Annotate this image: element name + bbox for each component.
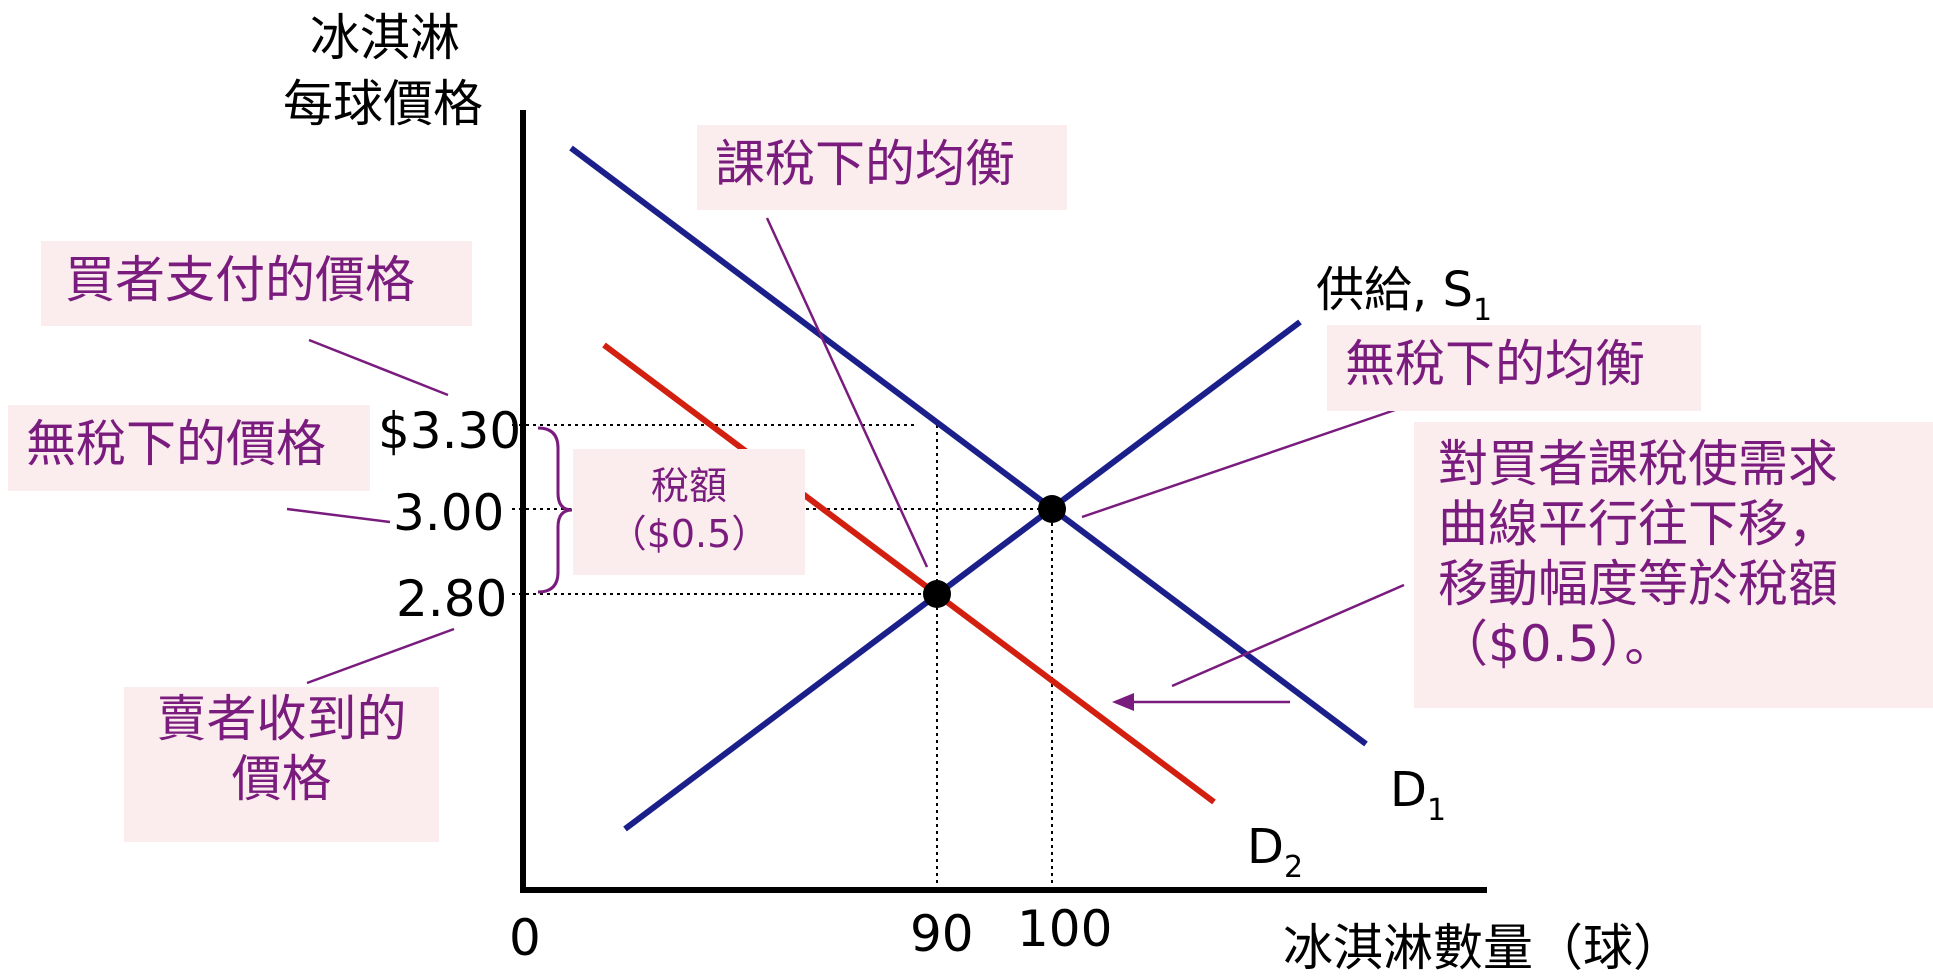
demand-d1-label: D1 [1390, 762, 1447, 829]
seller-price-line2: 價格 [231, 750, 332, 808]
seller-price-line1: 賣者收到的 [156, 690, 407, 748]
x-tick-90: 90 [910, 905, 974, 963]
pointer-explanation [1171, 583, 1405, 688]
pointer-no-tax-eq [1081, 408, 1396, 519]
y-axis-title-line1: 冰淇淋 [310, 9, 460, 67]
buyer-price-annotation: 買者支付的價格 [41, 241, 472, 326]
pointer-buyer-price [308, 338, 449, 397]
explanation-line1: 對買者課稅使需求 [1438, 435, 1838, 493]
supply-curve [623, 319, 1302, 832]
x-tick-origin: 0 [509, 909, 541, 967]
equilibrium-point-no-tax [1038, 495, 1066, 523]
pointer-no-tax-price [286, 507, 391, 524]
demand-d1-label-sub: 1 [1426, 793, 1447, 828]
demand-curve-d2 [602, 342, 1216, 805]
shift-arrow-head [1112, 693, 1134, 711]
demand-d2-label: D2 [1247, 819, 1304, 886]
demand-d2-label-sub: 2 [1283, 850, 1304, 885]
demand-d2-label-main: D [1247, 819, 1284, 875]
pointer-seller-price [306, 627, 455, 685]
supply-curve-label-main: 供給, S [1316, 262, 1473, 318]
tax-brace [537, 426, 573, 594]
x-tick-100: 100 [1017, 900, 1113, 958]
demand-d1-label-main: D [1390, 762, 1427, 818]
supply-curve-label-sub: 1 [1473, 293, 1493, 328]
no-tax-equilibrium-annotation: 無稅下的均衡 [1327, 325, 1701, 411]
pointer-tax-eq [765, 217, 929, 568]
supply-curve-label: 供給, S1 [1316, 262, 1493, 329]
explanation-annotation: 對買者課稅使需求 曲線平行往下移， 移動幅度等於稅額 （$0.5）。 [1414, 422, 1933, 708]
y-axis-title-line2: 每球價格 [283, 75, 483, 133]
explanation-line2: 曲線平行往下移， [1438, 495, 1838, 553]
tax-amount-line2: （$0.5） [608, 511, 770, 556]
explanation-line4: （$0.5）。 [1438, 615, 1675, 673]
demand-curve-d1 [569, 145, 1368, 747]
tax-equilibrium-annotation: 課稅下的均衡 [697, 125, 1067, 210]
y-tick-330: $3.30 [378, 402, 522, 460]
seller-price-annotation: 賣者收到的 價格 [124, 687, 439, 842]
x-axis-title: 冰淇淋數量（球） [1283, 919, 1683, 977]
no-tax-price-annotation: 無稅下的價格 [8, 405, 370, 491]
y-tick-280: 2.80 [396, 570, 508, 628]
explanation-line3: 移動幅度等於稅額 [1438, 555, 1838, 613]
equilibrium-point-with-tax [923, 580, 951, 608]
y-tick-300: 3.00 [393, 484, 505, 542]
tax-amount-annotation: 稅額 （$0.5） [573, 449, 805, 575]
tax-amount-line1: 稅額 [650, 464, 727, 508]
